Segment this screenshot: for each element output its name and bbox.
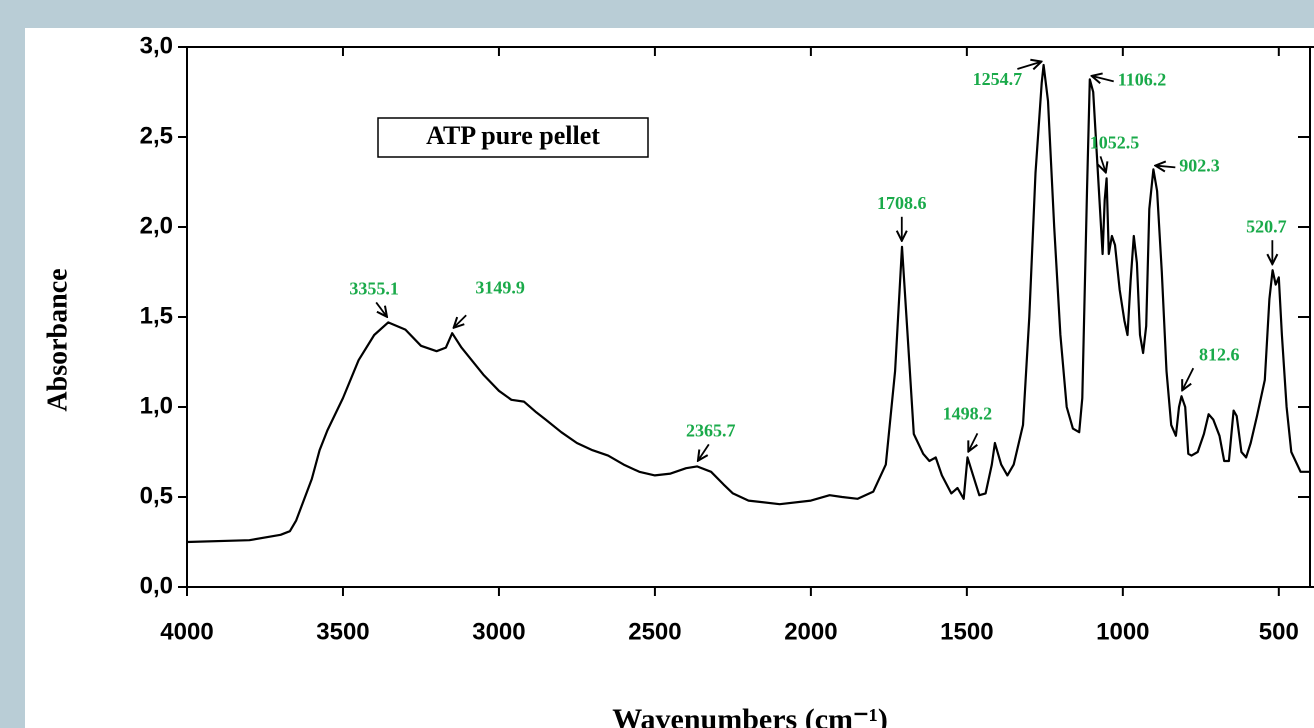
y-tick-label: 2,5 [140, 122, 173, 149]
x-tick-label: 2500 [628, 618, 681, 645]
x-tick-label: 3000 [472, 618, 525, 645]
annotation-label: 520.7 [1246, 216, 1287, 236]
y-tick-label: 3,0 [140, 32, 173, 59]
annotation-label: 3355.1 [349, 279, 399, 299]
annotation-label: 3149.9 [475, 277, 525, 297]
title-box [377, 117, 649, 158]
y-tick-label: 0,5 [140, 482, 173, 509]
annotation-arrow [968, 432, 979, 451]
annotation-label: 1708.6 [877, 193, 927, 213]
x-tick-label: 1000 [1096, 618, 1149, 645]
annotation-arrow [454, 314, 467, 328]
x-axis-label: Wavenumbers (cm⁻¹) [612, 703, 888, 728]
annotation-arrow [1182, 367, 1195, 390]
annotation-label: 1106.2 [1118, 70, 1167, 90]
chart-title: ATP pure pellet [426, 121, 600, 150]
x-tick-label: 4000 [160, 618, 213, 645]
annotation-label: 1052.5 [1090, 133, 1140, 153]
annotation-arrow [698, 443, 710, 460]
annotation-arrow [1155, 166, 1176, 168]
annotation-label: 2365.7 [686, 421, 736, 441]
x-tick-label: 2000 [784, 618, 837, 645]
y-tick-label: 0,0 [140, 572, 173, 599]
annotation-label: 1254.7 [973, 69, 1023, 89]
spectrum-line [186, 63, 1310, 544]
x-tick-label: 500 [1259, 618, 1299, 645]
annotation-label: 1498.2 [943, 404, 993, 424]
panel [25, 28, 1314, 728]
annotation-arrow [375, 301, 387, 316]
annotation-arrow [1017, 62, 1041, 69]
y-tick-label: 1,0 [140, 392, 173, 419]
annotation-arrow [1092, 76, 1114, 82]
annotation-arrow [1100, 156, 1105, 172]
annotation-label: 812.6 [1199, 344, 1240, 364]
x-tick-label: 3500 [316, 618, 369, 645]
y-tick-label: 1,5 [140, 302, 173, 329]
y-axis-label: Absorbance [42, 268, 73, 411]
y-tick-label: 2,0 [140, 212, 173, 239]
x-tick-label: 1500 [940, 618, 993, 645]
annotation-label: 902.3 [1179, 156, 1220, 176]
